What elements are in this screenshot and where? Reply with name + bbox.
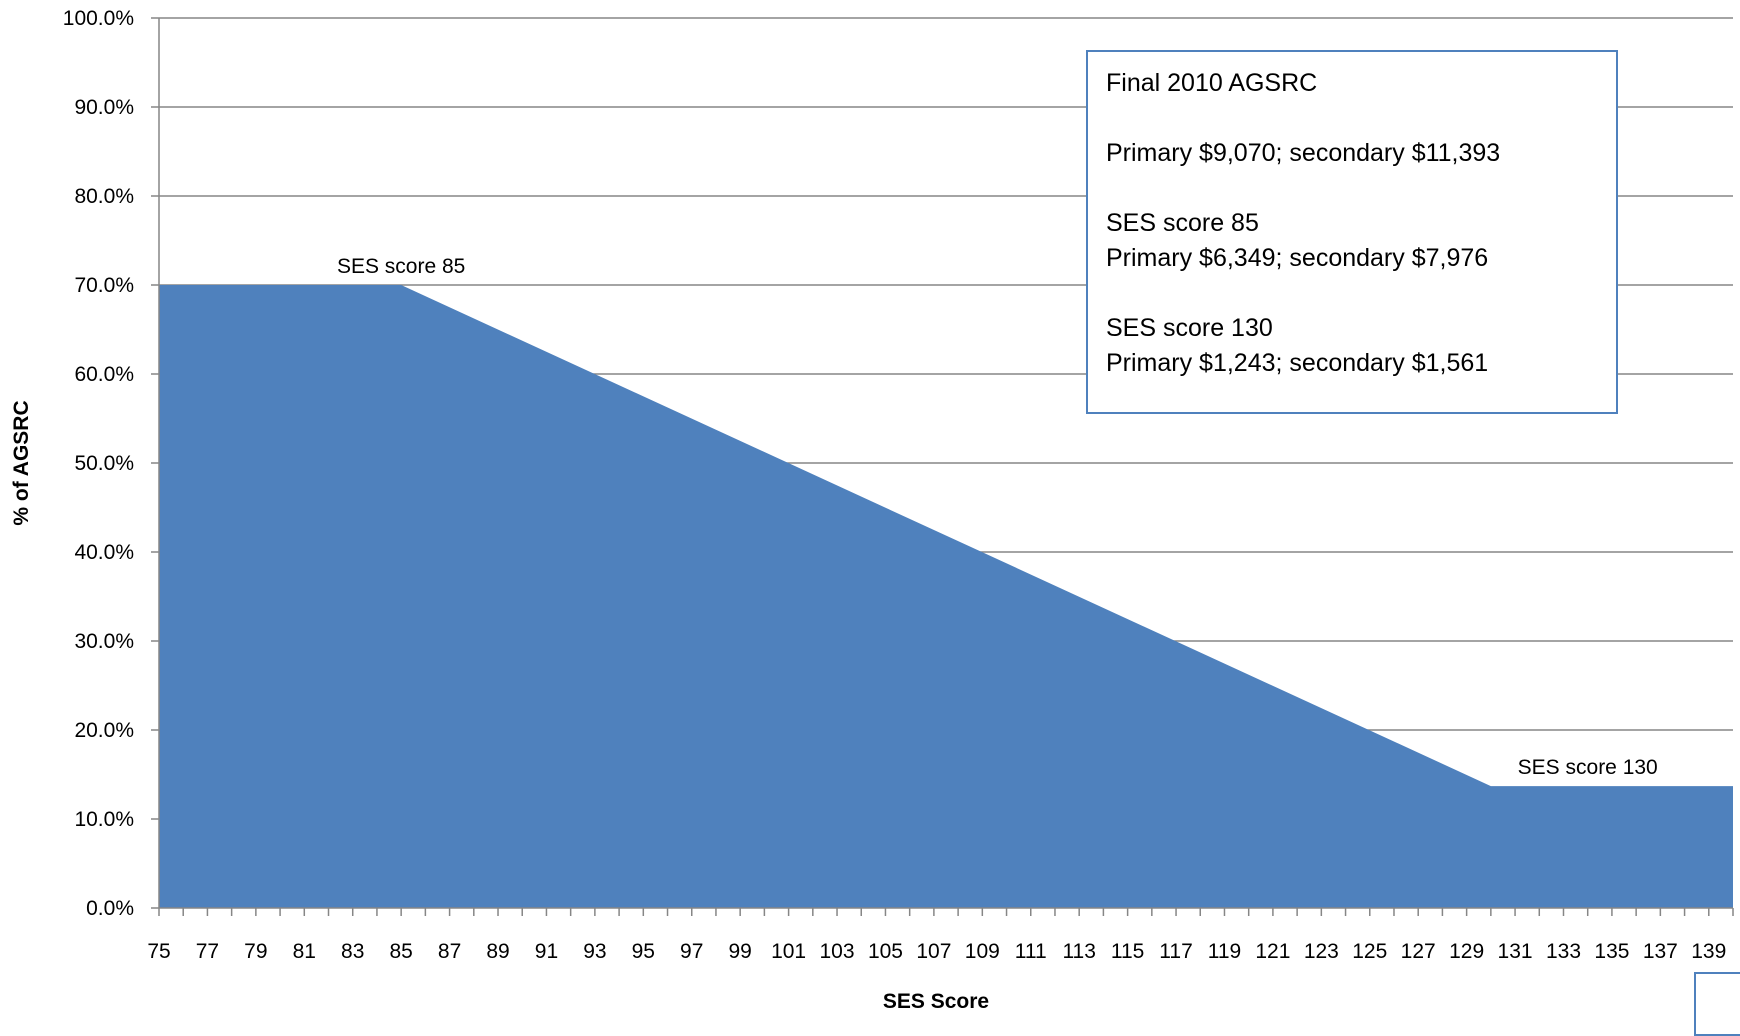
annotation-ses-130: SES score 130: [1518, 756, 1658, 779]
area-series: [159, 285, 1733, 908]
x-tick-label: 103: [820, 940, 855, 963]
y-tick-label: 70.0%: [74, 274, 134, 297]
x-tick-label: 89: [486, 940, 509, 963]
info-ses-130-heading: SES score 130: [1106, 314, 1273, 342]
corner-box: [1694, 972, 1740, 1036]
y-tick-label: 30.0%: [74, 630, 134, 653]
x-tick-label: 113: [1062, 940, 1095, 963]
x-axis-title: SES Score: [883, 990, 989, 1013]
y-tick-label: 20.0%: [74, 719, 134, 742]
info-ses-85-amounts: Primary $6,349; secondary $7,976: [1106, 244, 1489, 272]
x-tick-label: 121: [1255, 940, 1290, 963]
x-tick-label: 83: [341, 940, 364, 963]
info-title: Final 2010 AGSRC: [1106, 69, 1318, 97]
x-tick-label: 101: [771, 940, 806, 963]
y-tick-label: 60.0%: [74, 363, 134, 386]
x-tick-label: 107: [916, 940, 951, 963]
x-tick-label: 79: [244, 940, 267, 963]
x-tick-label: 105: [868, 940, 903, 963]
x-tick-label: 93: [583, 940, 606, 963]
x-tick-label: 117: [1159, 940, 1192, 963]
y-tick-label: 100.0%: [63, 7, 134, 30]
y-tick-labels: 0.0% 10.0% 20.0% 30.0% 40.0% 50.0% 60.0% 70.0% 8…: [63, 7, 134, 920]
info-ses-85-heading: SES score 85: [1106, 209, 1259, 237]
y-tick-label: 10.0%: [74, 808, 134, 831]
x-tick-label: 137: [1643, 940, 1678, 963]
x-tick-label: 129: [1449, 940, 1484, 963]
x-tick-labels: 75 77 79 81 83 85 87 89 91 93 95 97 99 101 103 105 107 10…: [147, 940, 1726, 963]
x-tick-label: 123: [1304, 940, 1339, 963]
x-tick-label: 81: [293, 940, 316, 963]
x-tick-label: 119: [1208, 940, 1241, 963]
x-tick-label: 135: [1594, 940, 1629, 963]
x-tick-label: 133: [1546, 940, 1581, 963]
y-tick-label: 90.0%: [74, 96, 134, 119]
x-tick-label: 109: [965, 940, 1000, 963]
x-tick-label: 139: [1691, 940, 1726, 963]
y-tick-label: 80.0%: [74, 185, 134, 208]
x-tick-label: 99: [728, 940, 751, 963]
x-tick-label: 97: [680, 940, 703, 963]
x-tick-label: 95: [632, 940, 655, 963]
y-axis-title: % of AGSRC: [10, 400, 33, 525]
x-tick-label: 125: [1352, 940, 1387, 963]
x-tick-label: 115: [1111, 940, 1144, 963]
info-text-box: Final 2010 AGSRC Primary $9,070; seconda…: [1086, 50, 1618, 414]
x-tick-label: 77: [196, 940, 219, 963]
x-tick-label: 87: [438, 940, 461, 963]
info-agsrc-amounts: Primary $9,070; secondary $11,393: [1106, 139, 1501, 167]
x-tick-label: 91: [535, 940, 558, 963]
y-tick-label: 0.0%: [86, 897, 134, 920]
x-tick-label: 85: [389, 940, 412, 963]
axes: [151, 17, 1734, 916]
x-tick-label: 111: [1015, 940, 1047, 963]
y-tick-label: 50.0%: [74, 452, 134, 475]
x-tick-label: 75: [147, 940, 170, 963]
annotation-ses-85: SES score 85: [337, 255, 465, 278]
y-tick-label: 40.0%: [74, 541, 134, 564]
x-tick-label: 127: [1401, 940, 1436, 963]
x-tick-label: 131: [1498, 940, 1533, 963]
info-ses-130-amounts: Primary $1,243; secondary $1,561: [1106, 349, 1489, 377]
